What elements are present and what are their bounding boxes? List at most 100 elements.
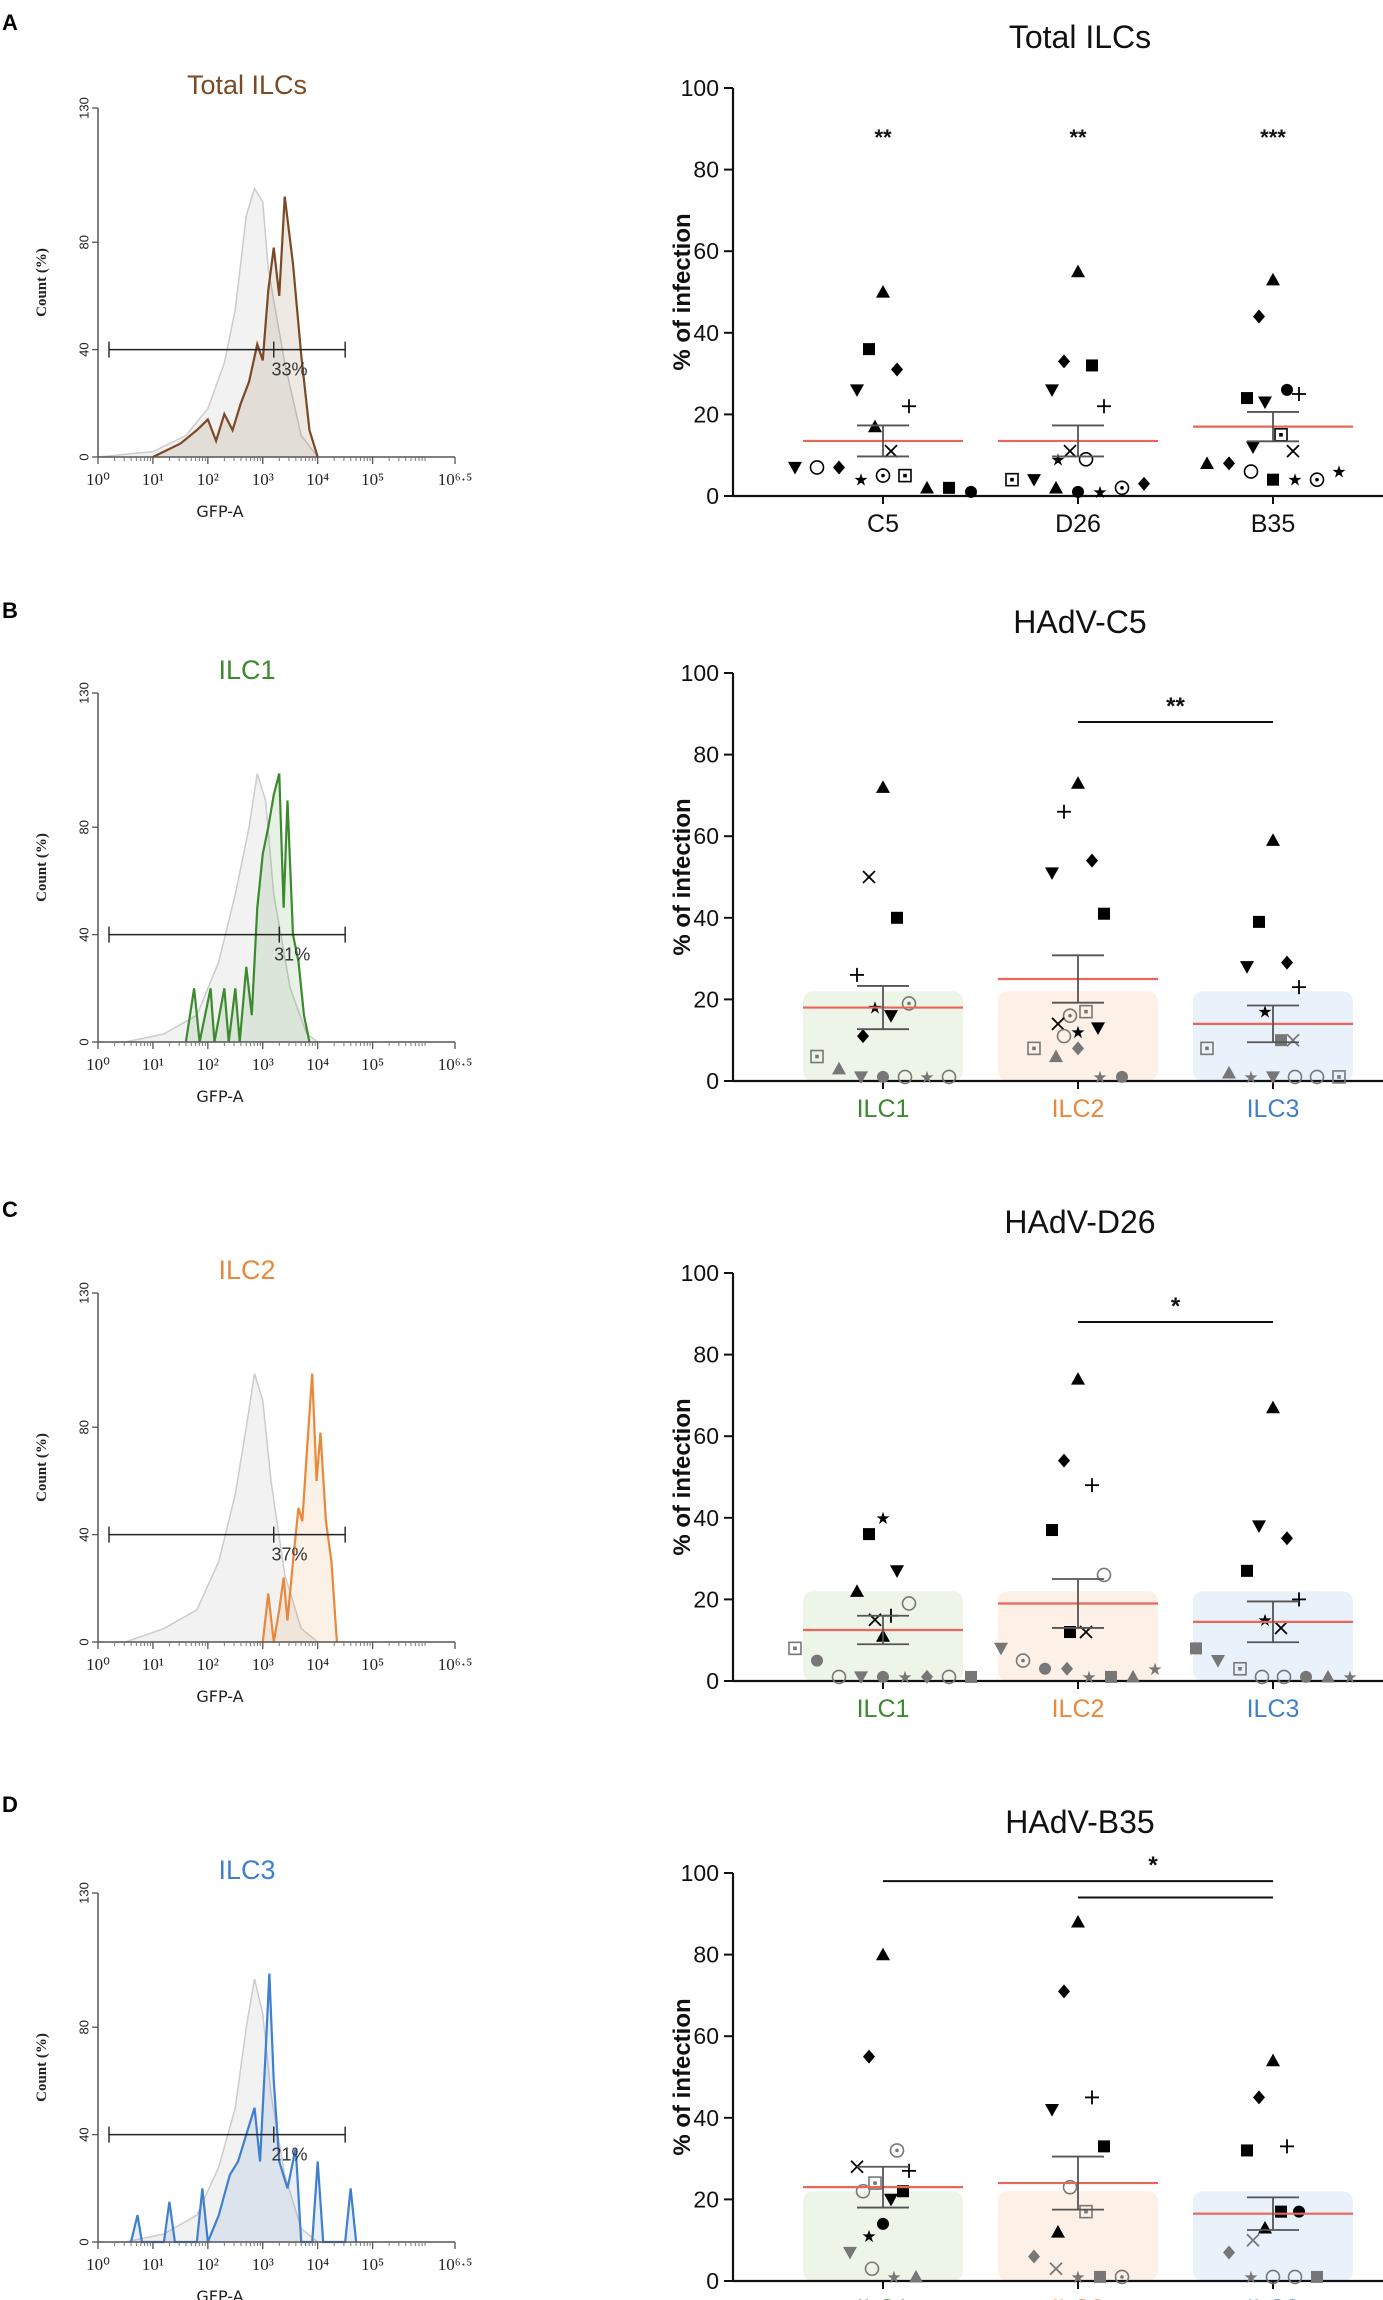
y-tick-label: 60 (693, 823, 719, 849)
y-tick-label: 80 (693, 1942, 719, 1968)
x-tick-label: 10³ (252, 2255, 274, 2274)
marker-square-dot (1005, 472, 1019, 487)
marker-circle-center (907, 1001, 911, 1006)
x-axis-label: GFP-A (196, 2287, 243, 2300)
y-tick-label: 40 (693, 320, 719, 346)
y-tick-label: 40 (693, 1505, 719, 1531)
marker-square (1098, 907, 1110, 920)
y-tick-label: 80 (77, 2020, 92, 2034)
x-tick-label: 10⁵ (361, 470, 384, 489)
series-ILC1: ★★ (843, 1947, 923, 2288)
x-tick-label: 10⁶·⁵ (438, 470, 473, 489)
marker-triangle (1071, 776, 1085, 789)
marker-square-outline (1079, 1004, 1093, 1019)
series-ILC2: ★ (1028, 1914, 1130, 2288)
marker-circle-ring (889, 2143, 905, 2158)
y-tick-label: 60 (693, 238, 719, 264)
marker-triangle-down (1045, 867, 1059, 880)
marker-triangle (909, 2269, 923, 2283)
y-tick-label: 100 (681, 75, 719, 101)
marker-circle-open (1265, 2269, 1281, 2285)
marker-circle-center (1021, 1658, 1025, 1663)
marker-triangle-down (854, 1071, 868, 1084)
histogram-sample-curve (152, 196, 319, 458)
marker-circle-ring (1114, 480, 1130, 496)
x-tick-label: 10¹ (142, 2255, 164, 2274)
x-tick-label: 10⁵ (361, 1655, 384, 1674)
y-tick-label: 60 (693, 1423, 719, 1449)
marker-triangle (1266, 1400, 1280, 1414)
histogram-panel-A: Total ILCs 0 40 80 130 10⁰ 10¹ 10² 10³ 10⁴ 10⁵ 10⁶·… (34, 70, 472, 521)
marker-triangle-down (843, 2246, 857, 2260)
marker-square-outline (810, 1049, 824, 1064)
marker-triangle-down (1211, 1655, 1225, 1668)
x-tick-label: 10¹ (142, 1655, 164, 1674)
gate-percent-label: 31% (274, 945, 310, 965)
marker-triangle (850, 1584, 864, 1597)
x-tick-label: 10² (197, 1655, 219, 1674)
y-axis-label: % of infection (669, 1398, 696, 1555)
marker-square-center (1084, 1009, 1088, 1014)
marker-circle-open (831, 1669, 847, 1685)
marker-plus (1085, 1478, 1099, 1493)
y-tick-label: 40 (77, 927, 92, 941)
y-tick-label: 20 (693, 986, 719, 1012)
marker-square (943, 481, 955, 494)
marker-square-outline (1079, 2204, 1093, 2219)
x-tick-label: 10⁰ (86, 1655, 110, 1674)
marker-star: ★ (1092, 1068, 1107, 1088)
marker-triangle-down (890, 1565, 904, 1578)
series-ILC1: ★★ (810, 780, 957, 1088)
marker-circle-dot (875, 468, 891, 483)
marker-triangle-down (1252, 1520, 1266, 1533)
marker-square (1241, 392, 1253, 405)
marker-plus (1292, 1592, 1306, 1607)
y-tick-label: 0 (77, 1638, 92, 1645)
marker-circle-filled (877, 2217, 889, 2230)
histogram-panel-B: ILC1 0 40 80 130 10⁰ 10¹ 10² 10³ 10⁴ 10⁵ 10⁶·⁵ GFP-A… (34, 655, 472, 1106)
x-tick-label: 10³ (252, 1055, 274, 1074)
marker-triangle-down (1027, 474, 1041, 487)
marker-star: ★ (919, 1068, 934, 1088)
category-label-C5: C5 (867, 510, 899, 538)
marker-square (1064, 1626, 1076, 1639)
panel-letter-A: A (2, 10, 18, 35)
marker-square-dot (1027, 1041, 1041, 1056)
marker-square (1190, 1642, 1202, 1655)
marker-triangle-down (884, 2193, 898, 2207)
marker-square (1241, 2144, 1253, 2157)
marker-cross (862, 870, 876, 884)
marker-star: ★ (1243, 2268, 1258, 2288)
marker-square-outline (1027, 1041, 1041, 1056)
marker-plus (902, 399, 916, 414)
marker-diamond (1253, 2090, 1265, 2105)
marker-cross-b (1274, 1621, 1288, 1635)
dotplot-panel-A: Total ILCs 0 20 40 60 80 100 % of infection C5 D2… (669, 19, 1383, 538)
x-tick-label: 10² (197, 1055, 219, 1074)
marker-square-outline (868, 2176, 882, 2190)
marker-diamond (891, 362, 903, 377)
marker-square (1311, 2270, 1323, 2283)
marker-plus (1280, 2139, 1294, 2154)
y-tick-label: 80 (693, 1342, 719, 1368)
marker-square (1094, 2270, 1106, 2283)
marker-triangle-down (850, 384, 864, 397)
comparison-label: * (1148, 1852, 1158, 1879)
marker-square-dot (1274, 427, 1288, 442)
marker-circle-center (1120, 2275, 1124, 2279)
marker-square-center (1084, 2209, 1088, 2214)
marker-triangle (1222, 1065, 1236, 1079)
marker-square (1105, 1670, 1117, 1683)
marker-triangle (1200, 456, 1214, 469)
histogram-title: Total ILCs (187, 70, 307, 100)
marker-diamond (1028, 2249, 1040, 2264)
marker-cross (1286, 1033, 1300, 1047)
y-tick-label: 80 (77, 820, 92, 834)
y-tick-label: 0 (706, 2268, 719, 2294)
marker-triangle (1071, 264, 1085, 278)
marker-cross-b (1049, 2262, 1063, 2276)
marker-square-center (793, 1646, 797, 1651)
marker-square (1275, 2205, 1287, 2218)
marker-circle-ring (1309, 472, 1325, 487)
series-ILC3: ★★ (1190, 1400, 1358, 1688)
